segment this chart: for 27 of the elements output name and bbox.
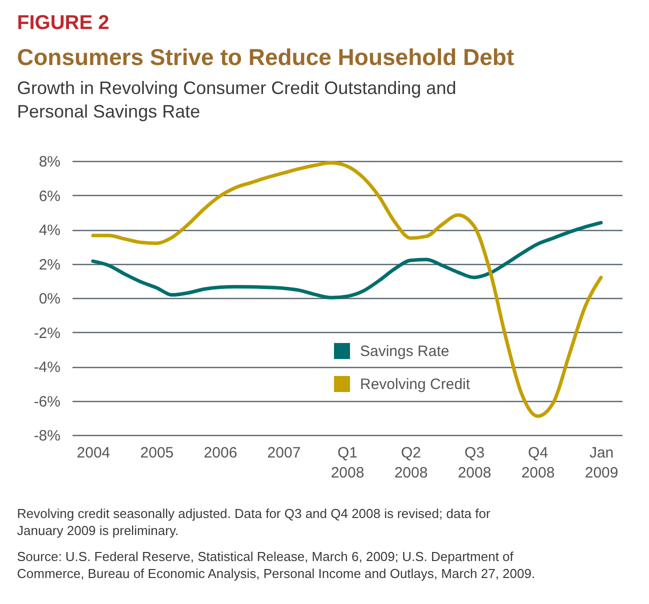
y-tick-label: -8%	[34, 428, 60, 444]
legend-label: Savings Rate	[360, 343, 450, 360]
line-series	[91, 161, 603, 418]
x-tick-label: Q4 2008	[521, 444, 555, 482]
legend-label: Revolving Credit	[360, 376, 471, 393]
x-tick-label: 2007	[267, 444, 301, 462]
y-tick-label: -6%	[34, 393, 60, 410]
x-tick-label: Q3 2008	[458, 444, 492, 482]
x-tick-label: Q1 2008	[330, 444, 364, 482]
caption: FIGURE 2	[17, 12, 110, 34]
x-tick-label: 2005	[140, 444, 174, 462]
y-tick-label: 8%	[38, 154, 60, 170]
y-tick-label: -4%	[34, 359, 60, 376]
text: Revolving credit seasonally adjusted. Data for Q3 and Q4 2008 is revised; data for January 2009 is preliminary.	[17, 506, 491, 538]
x-tick-label: Jan 2009	[584, 444, 618, 482]
chart-subtitle: Growth in Revolving Consumer Credit Outstanding and Personal Savings Rate	[17, 78, 456, 122]
chart-title: Consumers Strive to Reduce Household Debt	[17, 44, 514, 70]
y-tick-label: 0%	[38, 290, 60, 308]
y-tick-label: 6%	[38, 188, 60, 205]
x-tick-label: 2004	[76, 444, 110, 462]
line-series	[91, 220, 603, 300]
source-note: Source: U.S. Federal Reserve, Statistical Release, March 6, 2009; U.S. Department of Commerce, Bureau of Economic Analysis, Personal Income and Outlays, March 27, 2009.	[17, 549, 536, 581]
x-tick-label: Q2 2008	[394, 444, 428, 482]
y-tick-label: -2%	[34, 324, 60, 342]
y-tick-label: 2%	[38, 256, 60, 274]
x-tick-label: 2006	[204, 444, 238, 462]
y-tick-label: 4%	[38, 222, 60, 239]
